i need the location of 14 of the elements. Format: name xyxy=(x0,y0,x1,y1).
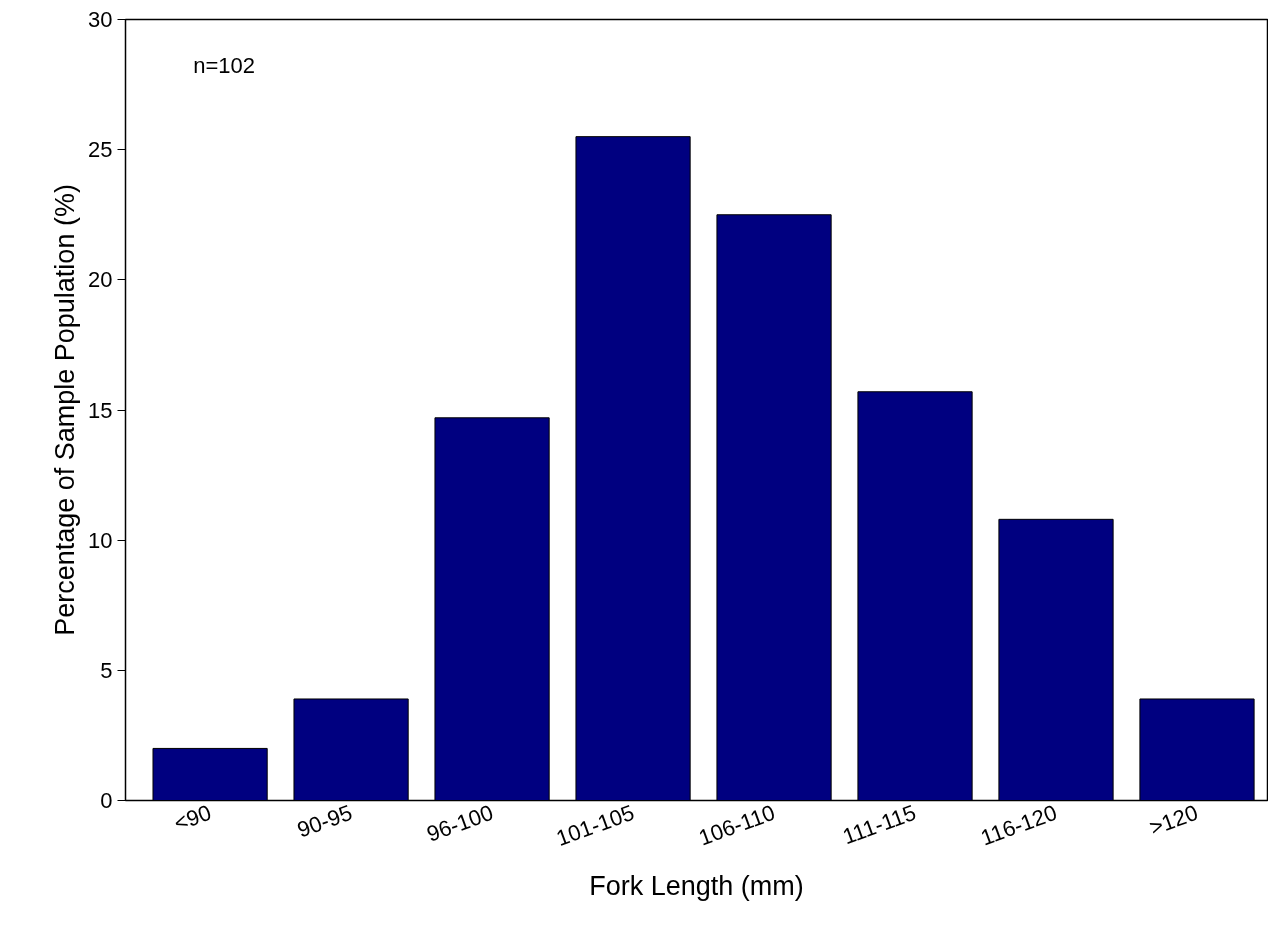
y-tick-label: 5 xyxy=(100,657,113,683)
x-tick-label: 90-95 xyxy=(293,799,356,843)
x-tick-label: 96-100 xyxy=(423,799,497,847)
y-tick-label: 15 xyxy=(88,397,113,423)
annotation: n=102 xyxy=(193,53,255,79)
y-axis-title: Percentage of Sample Population (%) xyxy=(50,184,81,636)
y-tick-label: 0 xyxy=(100,788,113,813)
x-axis-title: Fork Length (mm) xyxy=(589,870,804,901)
y-tick-label: 20 xyxy=(88,267,113,293)
x-tick-label: <90 xyxy=(170,799,215,837)
x-tick-label: >120 xyxy=(1146,799,1202,841)
y-tick-label: 10 xyxy=(88,527,113,553)
y-tick-label: 30 xyxy=(88,7,113,32)
y-tick-label: 25 xyxy=(88,137,113,163)
